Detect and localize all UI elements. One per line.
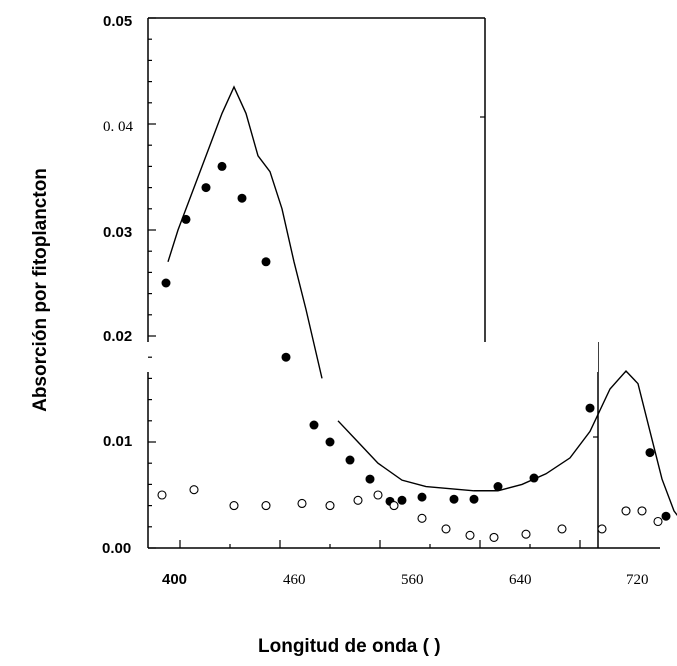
absorption-line-lower [337,369,677,517]
open-point [373,490,383,500]
filled-point [417,492,427,502]
open-point [389,501,399,511]
x-axis-title: Longitud de onda ( ) [258,636,441,657]
filled-point [181,214,191,224]
filled-point [161,278,171,288]
y-tick-label-0.05: 0.05 [103,13,132,30]
open-point [557,524,567,534]
open-point [297,498,307,509]
open-point [637,506,647,516]
filled-point [529,473,539,483]
x-tick-label-560: 560 [401,572,424,588]
axis-ticks [148,17,598,549]
open-point [489,532,499,542]
open-point [157,490,167,500]
y-tick-label-0.03: 0.03 [103,224,132,241]
open-point [597,524,607,534]
open-point [229,501,239,511]
filled-point [493,482,503,492]
x-tick-label-640: 640 [509,572,532,588]
filled-point [449,494,459,504]
y-tick-label-0.01: 0.01 [103,433,132,450]
filled-point [645,448,655,458]
filled-point [281,352,291,362]
filled-point [217,161,227,171]
filled-point [585,403,595,413]
left-gap-mask [140,342,290,372]
open-point [653,516,663,527]
open-point [521,529,531,539]
open-point [189,485,199,495]
filled-point [365,474,375,484]
series-open-points [157,485,663,542]
x-tick-label-720: 720 [626,572,649,588]
filled-point [201,183,211,193]
y-tick-label-0.02: 0.02 [103,328,132,345]
open-point [417,513,427,523]
open-point [353,495,363,505]
filled-point [661,511,671,521]
series-filled-points [161,161,671,521]
plot-frame [147,17,660,549]
filled-point [469,494,479,504]
filled-point [397,495,407,505]
open-point [325,501,335,511]
y-tick-label-0.00: 0.00 [102,540,131,557]
open-point [621,506,631,516]
filled-point [309,420,319,430]
series-line [167,85,677,517]
scan-gap-mask [340,342,598,372]
filled-point [325,437,335,447]
open-point [441,524,451,534]
filled-point [261,257,271,267]
y-tick-label-0.04: 0. 04 [103,119,134,135]
y-axis-title: Absorción por fitoplancton [30,168,51,412]
x-tick-label-460: 460 [283,572,306,588]
x-tick-label-400: 400 [162,571,187,588]
filled-point [237,193,247,203]
open-point [465,530,475,540]
filled-point [345,455,355,465]
open-point [261,501,271,511]
absorption-line-upper [167,85,323,379]
